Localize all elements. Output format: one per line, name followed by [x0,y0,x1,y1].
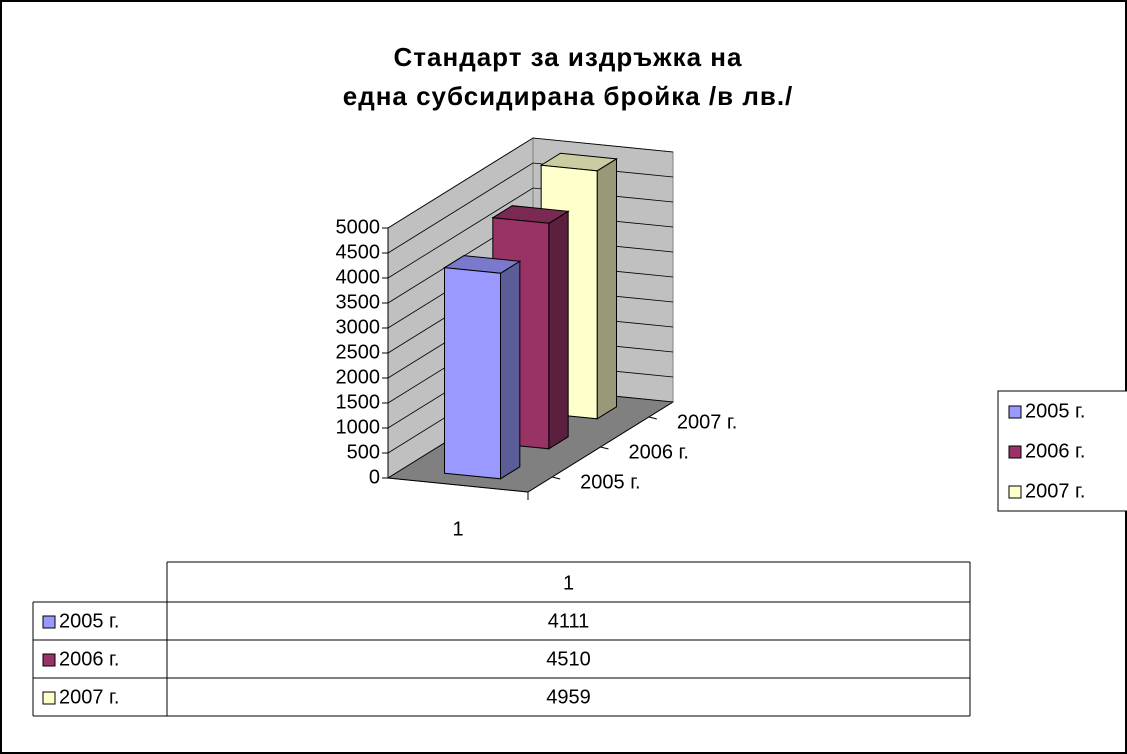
y-tick-label: 1500 [336,391,381,413]
bar [442,255,522,480]
legend-label: 2006 г. [1025,440,1085,462]
bar-side [596,157,617,420]
table-swatch [42,615,56,629]
x-axis [387,477,529,493]
grid-line [387,187,674,279]
y-tick-label: 4500 [336,241,381,263]
grid-line [387,137,674,229]
x-tick-label: 1 [452,518,463,540]
legend-swatch [1008,405,1022,419]
table-row-label: 2005 г. [59,610,119,632]
y-tick-label: 1000 [336,416,381,438]
y-tick-label: 500 [347,441,380,463]
depth-tick-label: 2007 г. [677,411,737,433]
depth-tick [648,416,657,420]
depth-tick-label: 2006 г. [629,441,689,463]
table-cell: 4111 [548,610,590,632]
bar-front [444,267,501,480]
legend-label: 2005 г. [1025,400,1085,422]
y-tick-label: 4000 [336,266,381,288]
legend-swatch [1008,485,1022,499]
y-tick-label: 3000 [336,316,381,338]
table-row-label: 2006 г. [59,648,119,670]
depth-tick-label: 2005 г. [580,471,640,493]
legend-label: 2007 г. [1025,480,1085,502]
table-row-label: 2007 г. [59,686,119,708]
y-tick-label: 2000 [336,366,381,388]
bar-side [500,260,521,480]
depth-tick [552,476,561,480]
y-tick-label: 3500 [336,291,381,313]
table-cell: 4959 [546,686,591,708]
table-swatch [42,653,56,667]
chart-title: една субсидирана бройка /в лв./ [343,81,794,111]
grid-line [387,162,674,254]
table-cell: 4510 [546,648,591,670]
depth-tick [600,446,609,450]
y-tick-label: 0 [369,466,380,488]
table-header: 1 [563,572,574,594]
legend-swatch [1008,445,1022,459]
chart-title: Стандарт за издръжка на [394,42,743,72]
y-tick-label: 2500 [336,341,381,363]
y-tick-label: 5000 [336,216,381,238]
table-swatch [42,691,56,705]
bar-side [548,210,569,450]
